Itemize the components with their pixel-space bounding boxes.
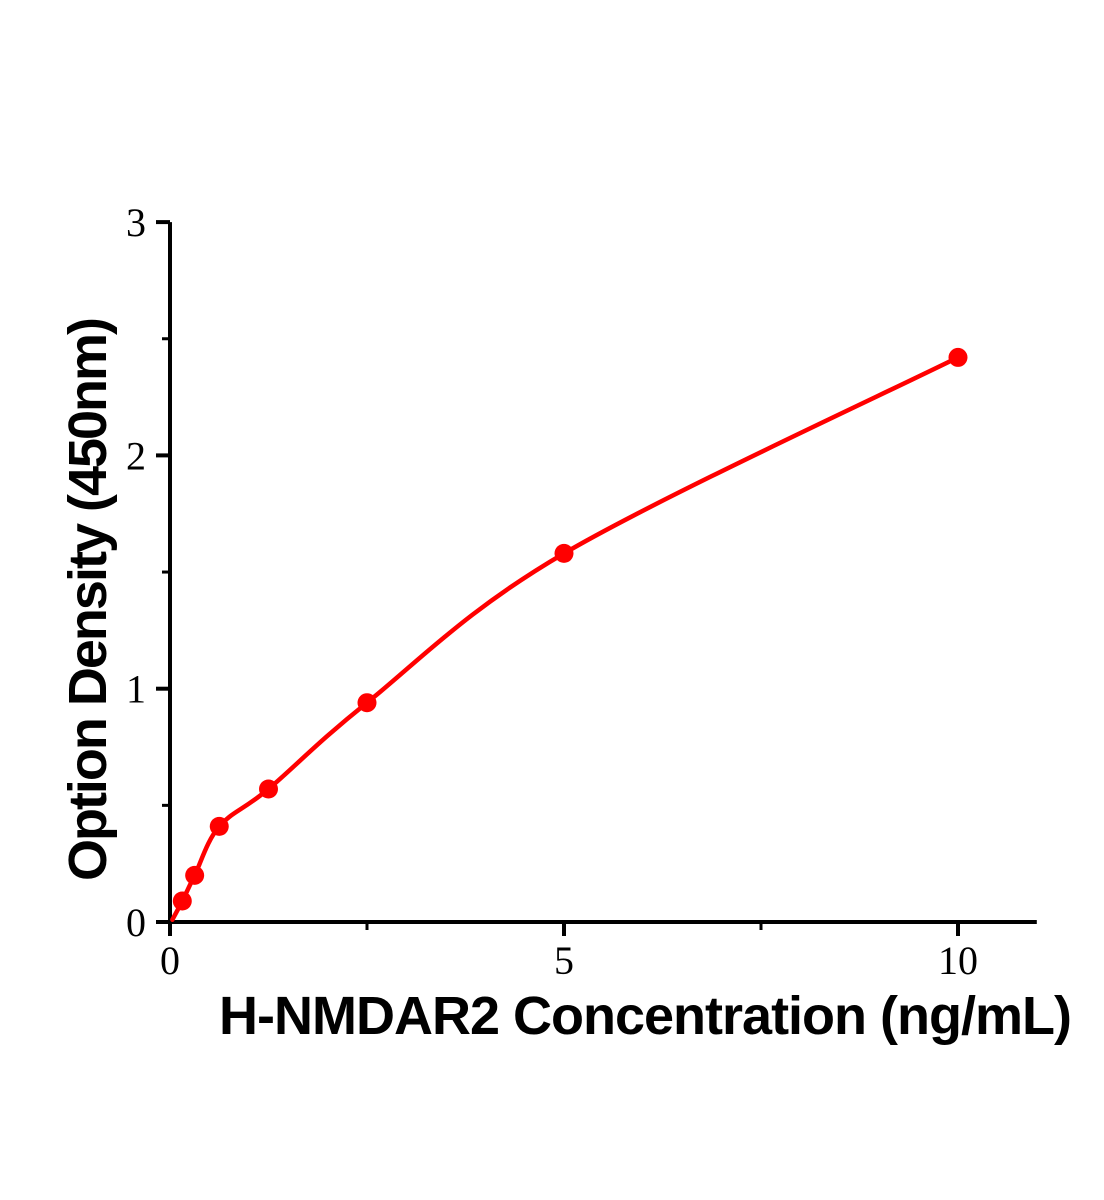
data-point — [554, 543, 574, 563]
data-point — [357, 693, 377, 713]
x-tick-label: 10 — [938, 938, 978, 983]
fit-curve — [170, 355, 961, 922]
y-axis-title: Option Density (450nm) — [58, 318, 118, 882]
data-point — [259, 779, 278, 799]
y-tick-label: 3 — [126, 200, 146, 245]
data-point — [948, 347, 968, 367]
y-tick-label: 0 — [126, 900, 146, 945]
x-axis-title: H-NMDAR2 Concentration (ng/mL) — [219, 986, 1072, 1046]
x-tick-label: 0 — [160, 938, 180, 983]
y-tick-label: 2 — [126, 433, 146, 478]
x-tick-label: 5 — [554, 938, 574, 983]
data-point — [185, 865, 205, 885]
data-point — [172, 891, 192, 911]
data-point — [209, 816, 229, 836]
y-tick-label: 1 — [126, 667, 146, 712]
